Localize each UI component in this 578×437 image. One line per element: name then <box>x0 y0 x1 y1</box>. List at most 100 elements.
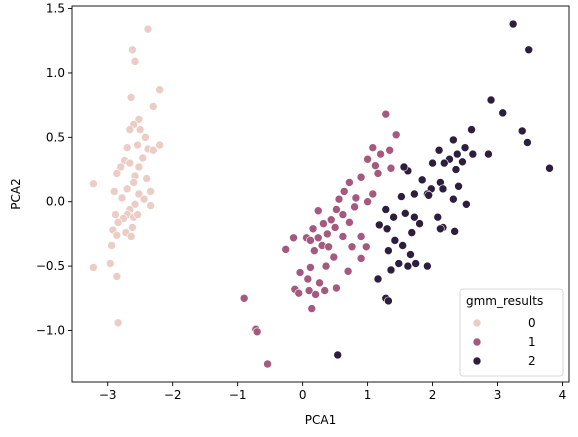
scatter-point-series-2 <box>407 228 417 237</box>
scatter-point-series-2 <box>508 19 518 29</box>
scatter-point-series-1 <box>326 215 336 225</box>
scatter-point-series-2 <box>384 296 393 306</box>
scatter-point-series-0 <box>155 85 165 94</box>
x-tick-label: −1 <box>229 388 247 402</box>
scatter-point-series-2 <box>449 194 458 204</box>
scatter-point-series-0 <box>139 194 149 204</box>
legend-title: gmm_results <box>466 294 543 308</box>
scatter-point-series-1 <box>319 219 328 228</box>
scatter-point-series-2 <box>467 125 476 134</box>
scatter-point-series-1 <box>343 266 353 276</box>
x-tick-label: 1 <box>364 388 372 402</box>
scatter-point-series-1 <box>332 205 341 214</box>
scatter-point-series-2 <box>428 158 437 168</box>
scatter-point-series-0 <box>130 200 140 209</box>
scatter-point-series-1 <box>263 359 272 369</box>
scatter-point-series-2 <box>390 236 400 245</box>
y-tick-label: 1.5 <box>46 2 65 16</box>
y-axis-label: PCA2 <box>9 178 23 209</box>
scatter-point-series-1 <box>391 130 401 140</box>
legend-label-1: 1 <box>528 335 536 349</box>
scatter-point-series-2 <box>406 250 415 259</box>
scatter-point-series-1 <box>313 233 323 243</box>
scatter-point-series-2 <box>449 135 458 145</box>
scatter-point-series-0 <box>155 140 165 150</box>
scatter-point-series-0 <box>146 187 155 196</box>
scatter-point-series-0 <box>125 125 135 134</box>
scatter-point-series-2 <box>384 246 393 255</box>
scatter-point-series-2 <box>434 145 444 155</box>
scatter-point-series-0 <box>142 174 152 183</box>
scatter-point-series-2 <box>411 259 420 268</box>
legend-marker-0 <box>472 318 482 328</box>
scatter-point-series-2 <box>381 205 391 214</box>
scatter-point-series-0 <box>128 223 137 232</box>
scatter-point-series-2 <box>410 189 419 199</box>
scatter-point-series-2 <box>524 45 534 55</box>
x-tick-label: 2 <box>429 388 437 402</box>
scatter-point-series-1 <box>306 236 315 245</box>
scatter-point-series-2 <box>517 126 527 136</box>
scatter-point-series-0 <box>112 169 122 178</box>
scatter-point-series-1 <box>386 163 396 173</box>
scatter-point-series-1 <box>323 229 332 239</box>
scatter-point-series-0 <box>130 57 140 66</box>
scatter-point-series-1 <box>373 169 383 178</box>
scatter-point-series-0 <box>125 158 135 168</box>
scatter-point-series-2 <box>454 181 463 191</box>
scatter-point-series-1 <box>385 145 394 155</box>
x-tick-label: −2 <box>164 388 182 402</box>
scatter-point-series-0 <box>133 140 142 150</box>
scatter-point-series-0 <box>107 241 116 250</box>
scatter-point-series-2 <box>498 108 508 118</box>
scatter-point-series-0 <box>106 259 115 268</box>
scatter-point-series-1 <box>356 232 366 241</box>
scatter-point-series-2 <box>382 224 392 234</box>
scatter-point-series-0 <box>126 232 136 241</box>
scatter-point-series-2 <box>545 163 554 173</box>
scatter-point-series-0 <box>89 263 98 272</box>
scatter-point-series-0 <box>113 318 123 328</box>
scatter-point-series-1 <box>363 197 372 207</box>
scatter-point-series-0 <box>122 184 132 194</box>
scatter-point-series-2 <box>373 274 383 284</box>
scatter-point-series-2 <box>423 261 432 271</box>
scatter-point-series-1 <box>321 261 331 271</box>
plot-area <box>71 5 570 383</box>
scatter-point-series-1 <box>307 304 317 313</box>
scatter-point-series-1 <box>313 206 323 216</box>
scatter-point-series-2 <box>468 149 478 159</box>
scatter-point-series-1 <box>330 223 340 232</box>
scatter-point-series-0 <box>116 162 126 172</box>
scatter-point-series-2 <box>439 158 449 168</box>
scatter-point-series-1 <box>320 286 330 295</box>
scatter-point-series-0 <box>109 187 119 196</box>
scatter-point-series-2 <box>424 190 433 200</box>
scatter-point-series-1 <box>381 109 391 119</box>
x-tick-label: 0 <box>299 388 307 402</box>
scatter-point-series-2 <box>433 212 443 222</box>
scatter-point-series-1 <box>368 143 378 152</box>
scatter-point-series-0 <box>128 45 137 55</box>
scatter-point-series-1 <box>338 210 348 219</box>
scatter-point-series-2 <box>386 265 396 275</box>
x-axis: −3 −2 −1 0 1 2 3 4 <box>99 382 566 402</box>
scatter-point-series-0 <box>148 102 158 111</box>
scatter-point-series-0 <box>134 115 144 124</box>
scatter-point-series-2 <box>333 350 343 360</box>
scatter-point-series-1 <box>376 149 385 159</box>
scatter-point-series-2 <box>415 219 424 228</box>
y-tick-label: 0.5 <box>46 130 65 144</box>
scatter-point-series-1 <box>281 245 291 254</box>
scatter-point-series-2 <box>397 192 406 201</box>
scatter-point-series-1 <box>339 187 349 196</box>
scatter-point-series-2 <box>486 95 496 105</box>
scatter-point-series-0 <box>117 193 127 203</box>
scatter-point-series-1 <box>356 254 366 263</box>
points-layer <box>89 19 554 369</box>
scatter-point-series-1 <box>363 154 372 164</box>
y-tick-label: −1.0 <box>36 323 65 337</box>
scatter-point-series-2 <box>389 212 398 222</box>
scatter-point-series-1 <box>362 242 371 252</box>
scatter-point-series-2 <box>394 259 404 268</box>
